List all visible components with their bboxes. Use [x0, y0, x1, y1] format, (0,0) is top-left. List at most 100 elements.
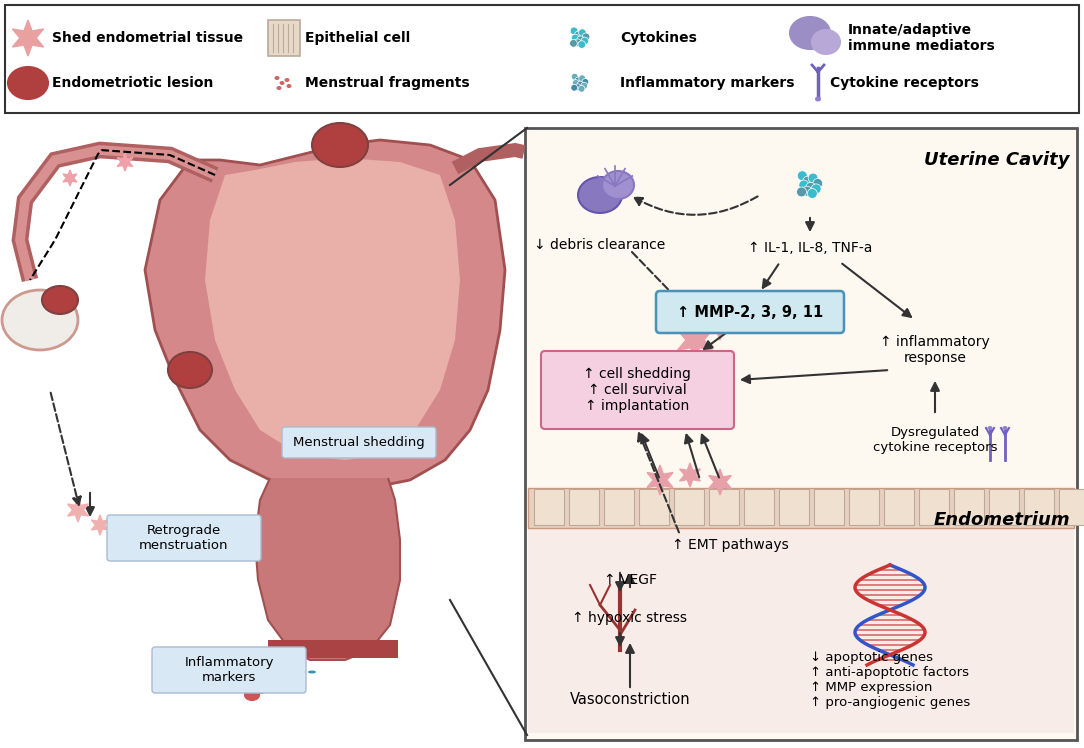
PathPatch shape	[205, 158, 460, 460]
Ellipse shape	[571, 85, 578, 91]
Ellipse shape	[582, 33, 590, 40]
Text: Vasoconstriction: Vasoconstriction	[570, 693, 691, 708]
Bar	[268, 640, 398, 658]
FancyBboxPatch shape	[989, 489, 1019, 525]
Ellipse shape	[308, 670, 317, 673]
Ellipse shape	[577, 82, 584, 88]
Ellipse shape	[223, 675, 237, 685]
Text: Shed endometrial tissue: Shed endometrial tissue	[52, 31, 243, 45]
Ellipse shape	[276, 86, 282, 90]
FancyBboxPatch shape	[534, 489, 564, 525]
FancyBboxPatch shape	[5, 5, 1079, 113]
FancyBboxPatch shape	[883, 489, 914, 525]
FancyBboxPatch shape	[849, 489, 879, 525]
Ellipse shape	[790, 17, 830, 49]
Ellipse shape	[569, 40, 578, 47]
Text: Cytokine receptors: Cytokine receptors	[830, 76, 979, 90]
Text: Epithelial cell: Epithelial cell	[305, 31, 410, 45]
FancyBboxPatch shape	[268, 20, 300, 56]
FancyBboxPatch shape	[919, 489, 948, 525]
FancyBboxPatch shape	[638, 489, 669, 525]
Ellipse shape	[575, 84, 581, 91]
FancyBboxPatch shape	[674, 489, 704, 525]
Ellipse shape	[578, 177, 622, 213]
Ellipse shape	[286, 84, 292, 88]
Ellipse shape	[274, 76, 280, 80]
FancyBboxPatch shape	[656, 291, 844, 333]
Text: Cytokines: Cytokines	[620, 31, 697, 45]
FancyBboxPatch shape	[282, 427, 436, 458]
Text: ↑ hypoxic stress: ↑ hypoxic stress	[572, 611, 687, 625]
FancyBboxPatch shape	[541, 351, 734, 429]
Polygon shape	[67, 498, 89, 522]
Ellipse shape	[581, 37, 589, 45]
FancyBboxPatch shape	[779, 489, 809, 525]
Ellipse shape	[294, 678, 302, 681]
Text: Menstrual fragments: Menstrual fragments	[305, 76, 469, 90]
Text: ↑ VEGF: ↑ VEGF	[604, 573, 657, 587]
FancyBboxPatch shape	[1059, 489, 1084, 525]
Ellipse shape	[805, 183, 816, 192]
Ellipse shape	[253, 683, 267, 693]
Ellipse shape	[245, 690, 259, 700]
Ellipse shape	[799, 180, 809, 190]
FancyBboxPatch shape	[1024, 489, 1054, 525]
FancyBboxPatch shape	[107, 515, 261, 561]
Polygon shape	[678, 320, 712, 360]
Text: Dysregulated
cytokine receptors: Dysregulated cytokine receptors	[873, 426, 997, 454]
Ellipse shape	[570, 27, 578, 34]
Ellipse shape	[579, 29, 586, 37]
Ellipse shape	[803, 177, 813, 186]
Ellipse shape	[1003, 426, 1007, 430]
Ellipse shape	[802, 186, 812, 196]
Polygon shape	[12, 20, 43, 56]
Ellipse shape	[578, 85, 585, 92]
Text: Inflammatory markers: Inflammatory markers	[620, 76, 795, 90]
Polygon shape	[117, 153, 133, 171]
Ellipse shape	[578, 40, 585, 49]
FancyBboxPatch shape	[954, 489, 984, 525]
Text: ↓ debris clearance: ↓ debris clearance	[534, 238, 666, 252]
Text: Endometriotic lesion: Endometriotic lesion	[52, 76, 214, 90]
Polygon shape	[680, 463, 700, 487]
FancyBboxPatch shape	[152, 647, 306, 693]
Ellipse shape	[312, 123, 367, 167]
Ellipse shape	[168, 352, 212, 388]
Ellipse shape	[811, 184, 821, 194]
Text: Menstrual shedding: Menstrual shedding	[293, 435, 425, 449]
Ellipse shape	[575, 31, 582, 39]
FancyBboxPatch shape	[569, 489, 599, 525]
Text: ↑ MMP-2, 3, 9, 11: ↑ MMP-2, 3, 9, 11	[676, 304, 823, 319]
Ellipse shape	[798, 171, 808, 181]
Ellipse shape	[241, 667, 255, 677]
Ellipse shape	[572, 79, 579, 86]
Ellipse shape	[988, 426, 993, 430]
Ellipse shape	[808, 188, 817, 198]
FancyBboxPatch shape	[604, 489, 634, 525]
Polygon shape	[91, 515, 108, 535]
FancyBboxPatch shape	[709, 489, 739, 525]
Ellipse shape	[581, 82, 588, 89]
Ellipse shape	[571, 34, 579, 42]
FancyBboxPatch shape	[525, 128, 1077, 740]
FancyBboxPatch shape	[744, 489, 774, 525]
Ellipse shape	[8, 67, 48, 99]
Polygon shape	[709, 469, 732, 495]
Ellipse shape	[284, 78, 289, 82]
Ellipse shape	[2, 290, 78, 350]
Ellipse shape	[813, 179, 823, 188]
Text: ↓ apoptotic genes
↑ anti-apoptotic factors
↑ MMP expression
↑ pro-angiogenic gen: ↓ apoptotic genes ↑ anti-apoptotic facto…	[810, 651, 970, 709]
Text: Retrograde
menstruation: Retrograde menstruation	[139, 524, 229, 552]
PathPatch shape	[145, 140, 505, 490]
Ellipse shape	[573, 39, 581, 46]
Ellipse shape	[42, 286, 78, 314]
Ellipse shape	[812, 30, 840, 54]
FancyBboxPatch shape	[814, 489, 844, 525]
Ellipse shape	[575, 77, 582, 84]
Text: Endometrium: Endometrium	[933, 511, 1070, 529]
Polygon shape	[647, 465, 673, 495]
Text: Innate/adaptive
immune mediators: Innate/adaptive immune mediators	[848, 23, 995, 53]
Text: ↑ inflammatory
response: ↑ inflammatory response	[880, 335, 990, 365]
Text: Inflammatory
markers: Inflammatory markers	[184, 656, 274, 684]
Ellipse shape	[281, 666, 289, 669]
